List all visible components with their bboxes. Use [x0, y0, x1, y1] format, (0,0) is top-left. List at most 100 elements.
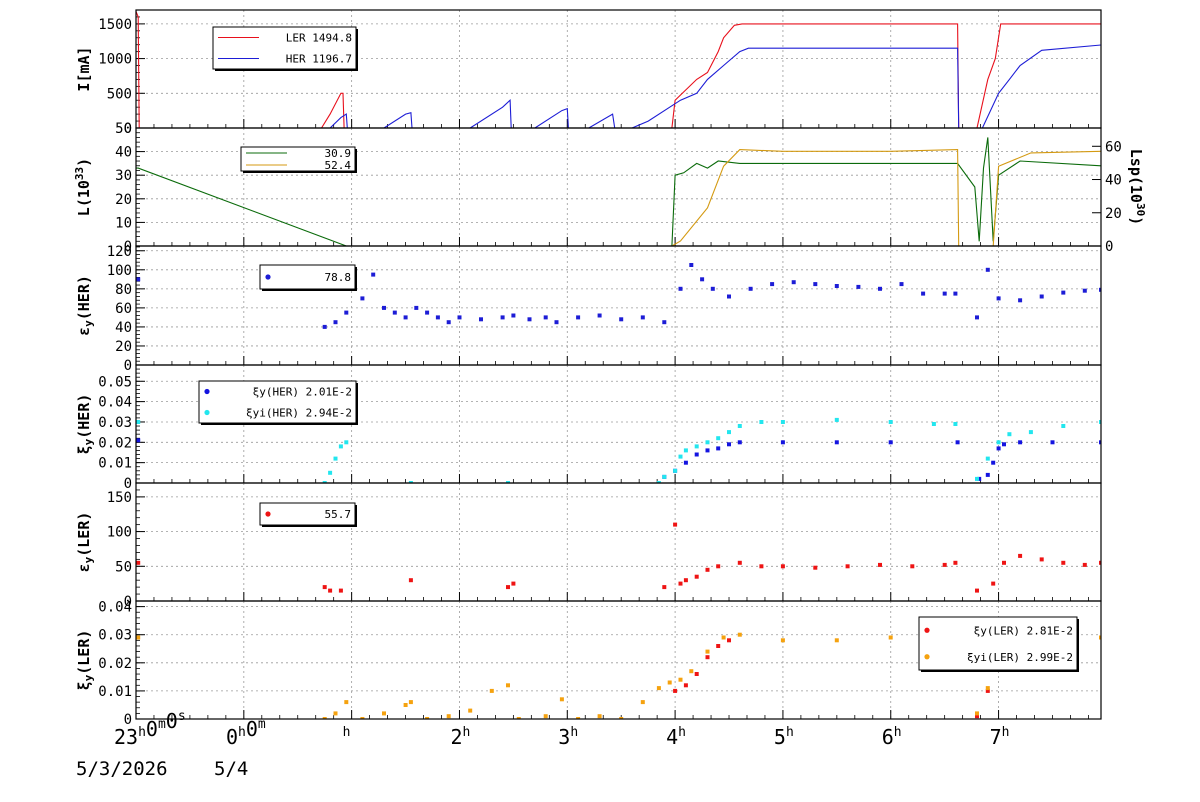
current-series-1-line [136, 44, 1101, 128]
tune_shift_ler-series-1-point [985, 686, 990, 691]
emittance_her-series-0-point [360, 296, 365, 301]
current-ylabel: I[mA] [75, 46, 93, 91]
tune_shift_her-series-0-point [727, 442, 731, 447]
tune_shift_ler-series-1-point [619, 717, 624, 719]
emittance_her-series-0-point [322, 324, 327, 329]
emittance_her-series-0-point [710, 286, 715, 291]
luminosity-ytick-right-label-60: 60 [1105, 139, 1122, 155]
emittance_ler-series-0-point [328, 588, 333, 593]
tune_shift_ler-series-0-point [716, 644, 721, 648]
tune_shift_her-series-1-point [506, 481, 510, 483]
tune_shift_ler-series-0-point [683, 683, 688, 688]
current-legend-text-0: LER 1494.8 [286, 32, 352, 45]
tune_shift_her-series-1-point [673, 468, 678, 473]
current-series-0-line [136, 11, 1101, 128]
xtick-label-3: 3h [558, 725, 578, 749]
emittance_her-series-0-point [554, 320, 559, 325]
tune_shift_her-series-0-point [985, 472, 990, 477]
emittance_ler-series-0-point [759, 564, 764, 569]
emittance_her-series-0-point [403, 315, 408, 320]
luminosity-ytick-label-40: 40 [115, 145, 132, 161]
emittance_her-series-0-point [689, 263, 694, 267]
xtick-label-1: h [343, 725, 351, 740]
tune_shift_her-series-1-point [408, 481, 413, 483]
tune_shift_ler-series-1-point [780, 638, 785, 643]
emittance_ler-series-0-point [991, 581, 996, 586]
emittance_her-series-0-point [640, 315, 645, 320]
tune_shift_ler-series-1-point [705, 649, 710, 654]
emittance_ler-series-0-point [878, 562, 882, 567]
luminosity-ytick-label-10: 10 [115, 215, 132, 231]
emittance_her-series-0-point [748, 286, 753, 291]
emittance_her-ytick-label-20: 20 [115, 339, 132, 355]
emittance_her-series-0-point [727, 294, 731, 299]
emittance_ler-ytick-label-100: 100 [107, 525, 132, 541]
emittance_ler-series-0-point [975, 588, 979, 593]
emittance_ler-series-0-point [673, 522, 678, 527]
tune_shift_her-series-1-point [678, 454, 683, 459]
tune_shift_her-ytick-label-0.01: 0.01 [98, 456, 132, 472]
tune_shift_her-series-1-point [975, 476, 979, 481]
tune_shift_her-series-0-point [737, 440, 742, 445]
tune_shift_her-series-0-point [977, 476, 982, 481]
emittance_ler-series-0-point [678, 581, 683, 586]
tune_shift_ler-legend-swatch-1 [924, 654, 930, 660]
tune_shift_ler-ytick-label-0.01: 0.01 [98, 684, 132, 700]
emittance_her-ytick-label-100: 100 [107, 263, 132, 279]
tune_shift_ler-series-0-point [975, 714, 979, 719]
tune_shift_her-series-1-point [322, 481, 327, 483]
tune_shift_her-series-0-point [888, 440, 893, 445]
luminosity-ytick-right-label-40: 40 [1105, 173, 1122, 189]
tune_shift_her-legend-text-0: ξy(HER) 2.01E-2 [253, 386, 352, 399]
tune_shift_ler-series-1-point [640, 700, 645, 705]
emittance_ler-series-0-point [942, 562, 947, 567]
xtick-label-0: 0h0m [226, 717, 266, 749]
tune_shift_her-series-1-point [136, 420, 141, 424]
emittance_her-series-0-point [576, 315, 581, 320]
tune_shift_ler-series-1-point [975, 711, 979, 716]
emittance_her-series-0-point [921, 291, 926, 296]
tune_shift_her-series-1-point [694, 444, 699, 449]
tune_shift_her-legend-swatch-0 [204, 388, 210, 395]
xaxis-date-next: 5/4 [214, 758, 248, 780]
tune_shift_ler-series-1-point [403, 703, 408, 707]
emittance_her-series-0-point [996, 296, 1001, 301]
tune_shift_ler-series-1-point [737, 632, 742, 637]
tune_shift_ler-series-1-point [576, 717, 581, 719]
tune_shift_ler-series-1-point [322, 717, 327, 719]
luminosity-ytick-label-20: 20 [115, 192, 132, 208]
tune_shift_her-series-0-point [716, 446, 721, 451]
tune_shift_her-series-1-point [683, 448, 688, 453]
luminosity-ylabel: L(1033) [73, 158, 93, 216]
tune_shift_ler-series-1-point [382, 711, 386, 716]
emittance_her-series-0-point [479, 317, 483, 322]
emittance_ler-legend-box [259, 502, 356, 526]
tune_shift_ler-series-0-point [985, 688, 990, 693]
tune_shift_ler-series-1-point [344, 700, 349, 705]
luminosity-series-1-line [136, 149, 1101, 246]
tune_shift_ler-series-1-point [516, 717, 521, 719]
tune_shift_her-ytick-label-0: 0 [124, 476, 132, 492]
emittance_her-series-0-point [382, 305, 386, 310]
emittance_her-series-0-point [678, 286, 683, 291]
tune_shift_her-series-0-point [136, 438, 141, 443]
tune_shift_her-series-1-point [656, 481, 661, 483]
tune_shift_her-series-1-point [953, 422, 958, 426]
tune_shift_her-series-1-point [737, 424, 742, 428]
tune_shift_her-legend-box [198, 380, 357, 424]
tune_shift_ler-legend-text-0: ξy(LER) 2.81E-2 [974, 624, 1073, 637]
tune_shift_her-series-0-point [1099, 440, 1101, 445]
emittance_ler-series-0-point [1039, 557, 1044, 562]
tune_shift_ler-legend-swatch-0 [924, 627, 930, 633]
emittance_her-series-0-point [1039, 294, 1044, 299]
emittance_her-series-0-point [770, 282, 775, 287]
luminosity-ytick-right-label-20: 20 [1105, 206, 1122, 222]
emittance_her-legend-box [259, 264, 356, 290]
emittance_her-series-0-point [371, 272, 376, 277]
emittance_her-series-0-point [500, 315, 505, 320]
tune_shift_ler-series-1-point [543, 714, 548, 719]
emittance_ler-series-0-point [953, 560, 958, 565]
emittance_her-series-0-point [511, 313, 516, 318]
